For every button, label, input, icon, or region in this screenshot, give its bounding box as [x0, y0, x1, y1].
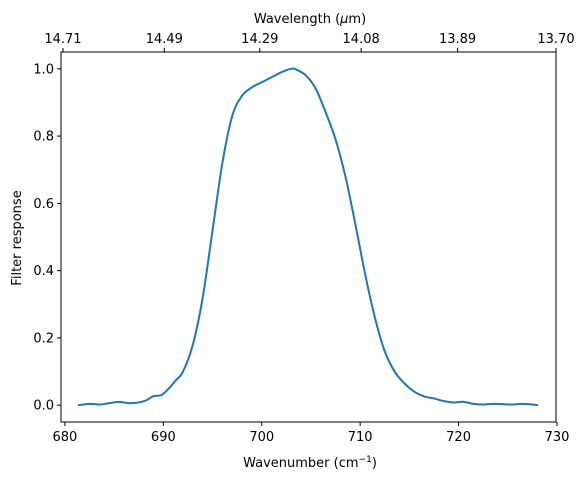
x-tick-label: 720 [446, 430, 471, 445]
y-tick-label: 0.4 [33, 264, 54, 279]
x-tick-label: 730 [545, 430, 570, 445]
y-axis-left: 0.0 0.2 0.4 0.6 0.8 1.0 [33, 62, 61, 414]
y-tick-label: 0.6 [33, 197, 54, 212]
top-tick-label: 14.49 [146, 32, 183, 47]
y-tick-label: 0.2 [33, 331, 54, 346]
y-axis-title: Filter response [10, 190, 25, 285]
x-tick-label: 710 [348, 430, 373, 445]
plot-frame [60, 51, 557, 423]
x-axis-top-title-tail: m) [348, 12, 366, 27]
top-tick-label: 14.29 [241, 32, 278, 47]
top-tick-label: 14.08 [343, 32, 380, 47]
x-axis-title-main: Wavenumber (cm [243, 456, 358, 471]
x-axis-top-title: Wavelength (μm) [254, 12, 366, 27]
x-axis-title-exponent: −1 [359, 455, 372, 465]
series-layer [77, 67, 539, 407]
top-tick-label: 14.71 [44, 32, 81, 47]
x-tick-label: 700 [249, 430, 274, 445]
x-tick-label: 690 [151, 430, 176, 445]
x-axis-top: 14.71 14.49 14.29 14.08 13.89 13.70 [44, 32, 575, 52]
top-tick-label: 13.70 [537, 32, 574, 47]
x-axis-title: Wavenumber (cm−1) [243, 455, 377, 471]
x-axis-title-tail: ) [372, 456, 377, 471]
x-axis-bottom: 680 690 700 710 720 730 [53, 422, 570, 445]
y-tick-label: 1.0 [33, 62, 54, 77]
filter-response-line [77, 67, 539, 407]
x-axis-top-title-mu: μ [339, 12, 348, 27]
y-tick-label: 0.8 [33, 130, 54, 145]
x-tick-label: 680 [53, 430, 78, 445]
x-axis-top-title-main: Wavelength ( [254, 12, 340, 27]
y-tick-label: 0.0 [33, 399, 54, 414]
top-tick-label: 13.89 [439, 32, 476, 47]
